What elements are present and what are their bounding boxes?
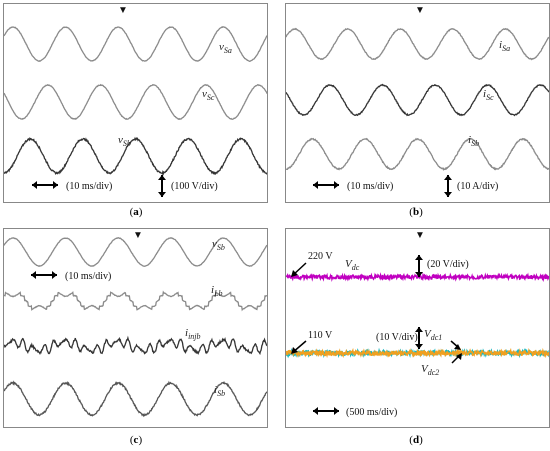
plot-b: ▼ (10 ms/div) (10 A/div) iSa iSc iSb (286, 5, 549, 197)
label-ilb: iLb (211, 284, 223, 298)
plot-d: ▼ 220 V 110 V Vdc (20 V/div) (10 V/div) … (286, 230, 549, 418)
label-isc: iSc (483, 88, 494, 102)
trace-v-sb-c (4, 237, 267, 267)
label-isb: iSb (468, 134, 479, 148)
level-220-arrow (291, 262, 307, 277)
trace-i-lb-c (4, 290, 267, 312)
volt-scale-label-10: (10 V/div) (376, 332, 418, 343)
plot-a: ▼ (10 ms/div) (100 V/div) vSa vSc vSb (4, 5, 267, 197)
caption-b: (b) (409, 206, 423, 218)
time-scale-arrow-d (313, 407, 339, 415)
trace-i-sc-b (286, 83, 549, 117)
level-110-label: 110 V (308, 330, 333, 341)
time-scale-arrow-c (31, 271, 57, 279)
trigger-marker: ▼ (415, 230, 425, 241)
trigger-marker: ▼ (118, 5, 128, 16)
label-vdc: Vdc (345, 258, 360, 272)
volt-scale-arrow-10 (415, 327, 423, 349)
label-iinjb: iinjb (185, 327, 201, 341)
label-vsb-c: vSb (212, 238, 225, 252)
current-scale-label-b: (10 A/div) (457, 181, 498, 192)
trigger-marker: ▼ (133, 230, 143, 241)
level-110-arrow (291, 340, 307, 354)
vdc1-pointer-arrow (450, 340, 461, 350)
vdc2-pointer-arrow (451, 353, 462, 364)
time-scale-label-b: (10 ms/div) (347, 181, 393, 192)
trace-i-injb-c (4, 335, 267, 356)
time-scale-arrow-a (32, 181, 58, 189)
time-scale-arrow-b (313, 181, 339, 189)
label-isb-c: iSb (214, 384, 225, 398)
panel-c: ▼ (10 ms/div) vSb iLb iinjb iSb (3, 228, 268, 428)
trace-i-sb-c (4, 380, 267, 418)
trigger-marker: ▼ (415, 5, 425, 16)
volt-scale-label-a: (100 V/div) (171, 181, 218, 192)
caption-a: (a) (129, 206, 143, 218)
label-vsa: vSa (219, 41, 232, 55)
trace-i-sb-b (286, 137, 549, 171)
label-isa: iSa (499, 39, 510, 53)
volt-scale-arrow-20 (415, 255, 423, 277)
label-vdc2: Vdc2 (421, 363, 439, 377)
time-scale-label-a: (10 ms/div) (66, 181, 112, 192)
trace-v-sc-a (4, 83, 267, 121)
time-scale-label-c: (10 ms/div) (65, 271, 111, 282)
trace-v-sa-a (4, 26, 267, 63)
panel-d: ▼ 220 V 110 V Vdc (20 V/div) (10 V/div) … (285, 228, 550, 428)
trace-v-dc2-d (286, 347, 549, 359)
time-scale-label-d: (500 ms/div) (346, 407, 397, 418)
level-220-label: 220 V (308, 251, 333, 262)
trace-i-sa-b (286, 27, 549, 61)
label-vdc1: Vdc1 (424, 328, 442, 342)
caption-d: (d) (409, 434, 423, 446)
label-vsc: vSc (202, 88, 215, 102)
panel-b: ▼ (10 ms/div) (10 A/div) iSa iSc iSb (285, 3, 550, 203)
plot-c: ▼ (10 ms/div) vSb iLb iinjb iSb (4, 230, 267, 418)
trace-v-dc-d (286, 272, 549, 283)
volt-scale-arrow-a (158, 175, 166, 197)
label-vsb: vSb (118, 134, 131, 148)
caption-c: (c) (129, 434, 143, 446)
trace-v-sb-a (4, 136, 267, 176)
volt-scale-label-20: (20 V/div) (427, 259, 469, 270)
panel-a: ▼ (10 ms/div) (100 V/div) vSa vSc vSb (3, 3, 268, 203)
current-scale-arrow-b (444, 175, 452, 197)
